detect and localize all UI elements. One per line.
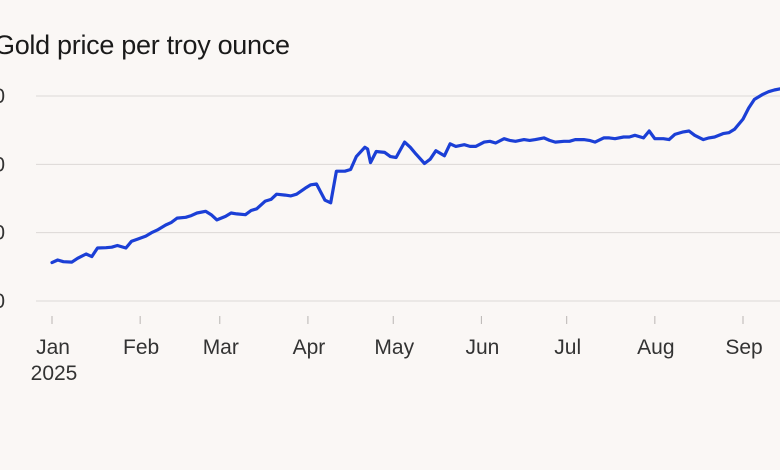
x-tick-labels: Jan Feb Mar Apr May Jun Jul Aug Sep 2025 — [31, 336, 763, 385]
series-layer — [50, 87, 780, 265]
grid-layer — [36, 95, 780, 302]
x-tick-label: Jan — [36, 336, 70, 359]
series-line — [50, 87, 780, 265]
y-tick-label: $2,400 — [0, 290, 5, 313]
x-tick-label: Feb — [123, 336, 159, 359]
x-year-label: 2025 — [31, 362, 78, 385]
y-tick-label: $3,200 — [0, 153, 5, 176]
x-tick-label: May — [374, 336, 414, 359]
chart-title: Gold price per troy ounce — [0, 30, 290, 60]
x-tick-label: Aug — [637, 336, 674, 359]
x-tick-label: Jul — [554, 336, 581, 359]
x-tick-label: Jun — [465, 336, 499, 359]
x-tick-label: Sep — [725, 336, 762, 359]
x-tick-marks — [51, 316, 744, 324]
y-tick-label: $2,800 — [0, 222, 5, 245]
y-tick-labels: $3,600 $3,200 $2,800 $2,400 — [0, 85, 5, 313]
x-tick-label: Mar — [203, 336, 239, 359]
x-tick-label: Apr — [293, 336, 326, 359]
y-tick-label: $3,600 — [0, 85, 5, 108]
